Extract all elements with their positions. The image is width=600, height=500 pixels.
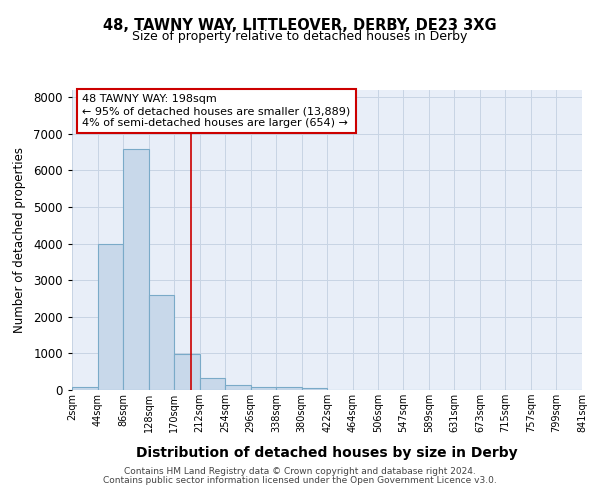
- Bar: [225, 386, 251, 390]
- Bar: [200, 378, 225, 390]
- Bar: [276, 388, 302, 390]
- Text: Contains HM Land Registry data © Crown copyright and database right 2024.: Contains HM Land Registry data © Crown c…: [124, 467, 476, 476]
- Text: Contains public sector information licensed under the Open Government Licence v3: Contains public sector information licen…: [103, 476, 497, 485]
- Bar: [72, 388, 98, 390]
- Bar: [174, 354, 200, 390]
- Text: 48, TAWNY WAY, LITTLEOVER, DERBY, DE23 3XG: 48, TAWNY WAY, LITTLEOVER, DERBY, DE23 3…: [103, 18, 497, 32]
- Text: 48 TAWNY WAY: 198sqm
← 95% of detached houses are smaller (13,889)
4% of semi-de: 48 TAWNY WAY: 198sqm ← 95% of detached h…: [82, 94, 350, 128]
- Y-axis label: Number of detached properties: Number of detached properties: [13, 147, 26, 333]
- Bar: [98, 244, 123, 390]
- X-axis label: Distribution of detached houses by size in Derby: Distribution of detached houses by size …: [136, 446, 518, 460]
- Bar: [149, 295, 174, 390]
- Bar: [123, 148, 149, 390]
- Bar: [251, 388, 276, 390]
- Bar: [302, 388, 328, 390]
- Text: Size of property relative to detached houses in Derby: Size of property relative to detached ho…: [133, 30, 467, 43]
